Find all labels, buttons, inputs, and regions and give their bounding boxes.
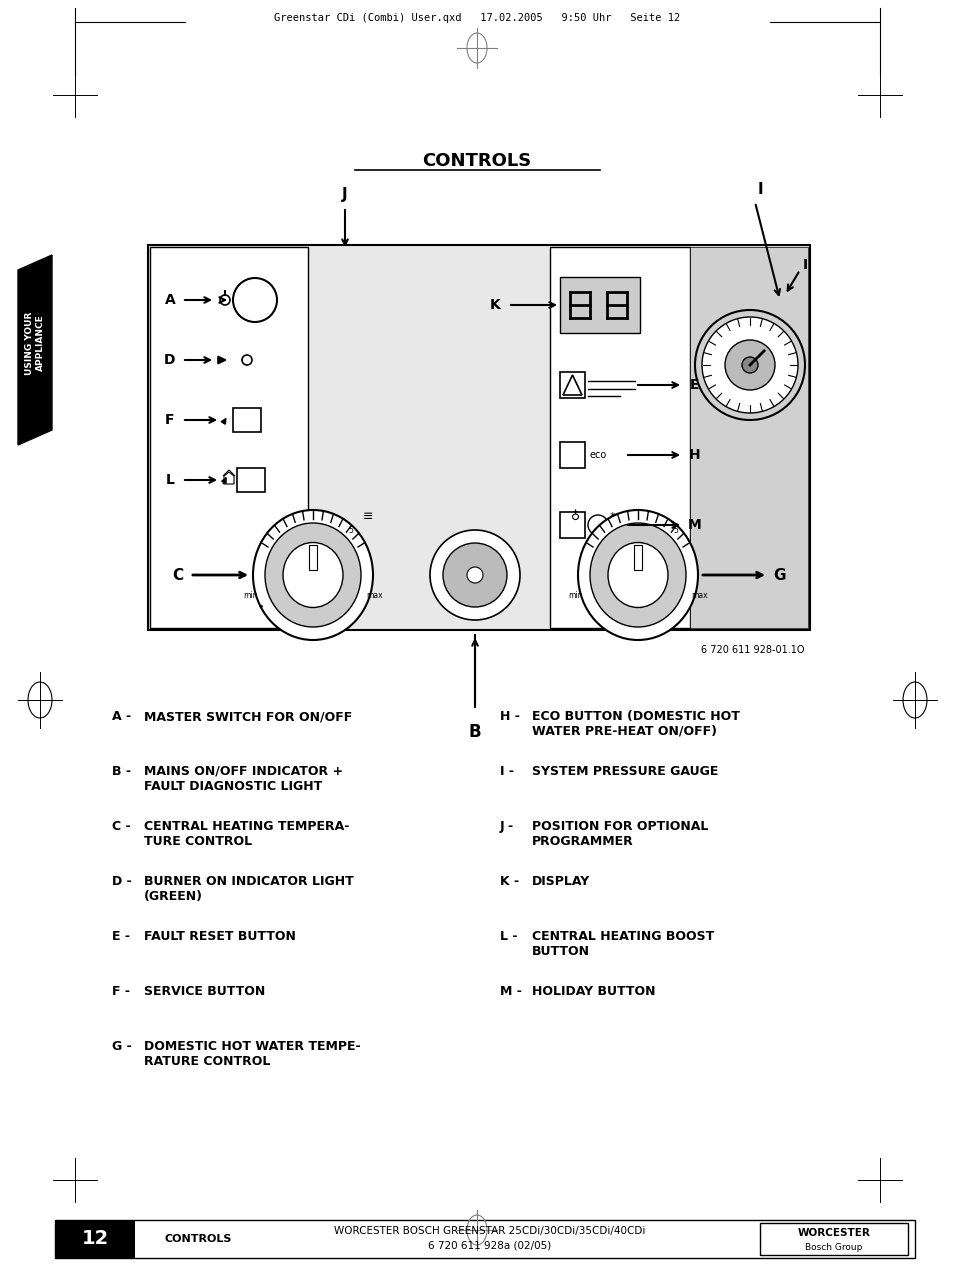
Text: Bosch Group: Bosch Group (804, 1242, 862, 1251)
Text: C: C (172, 568, 183, 583)
Bar (559, 512, 584, 538)
Text: BURNER ON INDICATOR LIGHT
(GREEN): BURNER ON INDICATOR LIGHT (GREEN) (144, 875, 354, 903)
Bar (148, 245, 809, 630)
Bar (150, 246, 308, 627)
Text: J: J (342, 188, 348, 202)
Text: HOLIDAY BUTTON: HOLIDAY BUTTON (532, 986, 655, 998)
Text: WORCESTER: WORCESTER (797, 1228, 869, 1238)
Bar (559, 442, 584, 469)
Text: CENTRAL HEATING TEMPERA-
TURE CONTROL: CENTRAL HEATING TEMPERA- TURE CONTROL (144, 820, 349, 848)
Text: max: max (366, 591, 383, 599)
Text: ♁: ♁ (571, 511, 580, 523)
Text: WORCESTER BOSCH GREENSTAR 25CDi/30CDi/35CDi/40CDi: WORCESTER BOSCH GREENSTAR 25CDi/30CDi/35… (334, 1226, 645, 1236)
Text: L -: L - (499, 930, 517, 944)
Polygon shape (18, 255, 52, 444)
Text: USING YOUR
APPLIANCE: USING YOUR APPLIANCE (25, 311, 46, 375)
Bar (689, 246, 807, 627)
Bar (760, 1223, 907, 1255)
Bar (55, 1220, 914, 1259)
Text: J -: J - (499, 820, 514, 833)
Text: H: H (688, 448, 700, 462)
Text: SYSTEM PRESSURE GAUGE: SYSTEM PRESSURE GAUGE (532, 765, 718, 779)
Bar (309, 545, 316, 570)
Circle shape (442, 544, 506, 607)
Text: FAULT RESET BUTTON: FAULT RESET BUTTON (144, 930, 295, 944)
Bar (559, 277, 639, 333)
Circle shape (741, 357, 758, 373)
Text: 12: 12 (81, 1229, 109, 1248)
Text: D -: D - (112, 875, 132, 888)
Bar (559, 372, 584, 398)
Circle shape (695, 310, 804, 420)
Text: F -: F - (112, 986, 130, 998)
Text: ≡: ≡ (362, 511, 373, 523)
Ellipse shape (283, 542, 343, 607)
Ellipse shape (578, 511, 698, 640)
Text: min: min (568, 591, 582, 599)
Bar (55, 1220, 135, 1259)
Text: SERVICE BUTTON: SERVICE BUTTON (144, 986, 265, 998)
Ellipse shape (589, 523, 685, 627)
Text: G: G (773, 568, 785, 583)
Bar (550, 246, 689, 627)
Text: C -: C - (112, 820, 131, 833)
Ellipse shape (253, 511, 373, 640)
Ellipse shape (265, 523, 360, 627)
Text: D: D (164, 353, 175, 367)
Text: POSITION FOR OPTIONAL
PROGRAMMER: POSITION FOR OPTIONAL PROGRAMMER (532, 820, 708, 848)
Text: Greenstar CDi (Combi) User.qxd   17.02.2005   9:50 Uhr   Seite 12: Greenstar CDi (Combi) User.qxd 17.02.200… (274, 13, 679, 23)
Text: 5: 5 (673, 526, 678, 535)
Text: M: M (687, 518, 701, 532)
Bar (236, 469, 265, 491)
Text: 6 720 611 928a (02/05): 6 720 611 928a (02/05) (428, 1241, 551, 1251)
Text: MAINS ON/OFF INDICATOR +
FAULT DIAGNOSTIC LIGHT: MAINS ON/OFF INDICATOR + FAULT DIAGNOSTI… (144, 765, 343, 792)
Text: *: * (609, 512, 614, 522)
Text: •: • (257, 602, 264, 612)
Bar (233, 408, 261, 432)
Text: CONTROLS: CONTROLS (165, 1234, 233, 1245)
Text: 5: 5 (348, 526, 353, 535)
Text: F: F (165, 413, 174, 427)
Text: I -: I - (499, 765, 514, 779)
Text: H -: H - (499, 710, 519, 723)
Text: max: max (691, 591, 707, 599)
Text: min: min (244, 591, 258, 599)
Bar (634, 545, 641, 570)
Text: 6 720 611 928-01.1O: 6 720 611 928-01.1O (700, 645, 804, 655)
Text: G -: G - (112, 1040, 132, 1053)
Text: DOMESTIC HOT WATER TEMPE-
RATURE CONTROL: DOMESTIC HOT WATER TEMPE- RATURE CONTROL (144, 1040, 360, 1068)
Text: B: B (468, 723, 481, 740)
Text: CENTRAL HEATING BOOST
BUTTON: CENTRAL HEATING BOOST BUTTON (532, 930, 714, 958)
Text: M -: M - (499, 986, 521, 998)
Text: K: K (489, 298, 500, 312)
Text: MASTER SWITCH FOR ON/OFF: MASTER SWITCH FOR ON/OFF (144, 710, 352, 723)
Circle shape (724, 340, 774, 390)
Circle shape (430, 530, 519, 620)
Text: B -: B - (112, 765, 131, 779)
Circle shape (701, 318, 797, 413)
Text: L: L (166, 472, 174, 486)
Text: A -: A - (112, 710, 131, 723)
Text: E -: E - (112, 930, 130, 944)
Text: I: I (801, 258, 807, 272)
Text: I: I (757, 183, 762, 198)
Text: E: E (690, 378, 699, 392)
Circle shape (467, 566, 482, 583)
Ellipse shape (607, 542, 667, 607)
Text: A: A (165, 293, 175, 307)
Text: K -: K - (499, 875, 518, 888)
Text: DISPLAY: DISPLAY (532, 875, 590, 888)
Text: ECO BUTTON (DOMESTIC HOT
WATER PRE-HEAT ON/OFF): ECO BUTTON (DOMESTIC HOT WATER PRE-HEAT … (532, 710, 740, 738)
Text: CONTROLS: CONTROLS (422, 152, 531, 170)
Text: eco: eco (589, 450, 607, 460)
